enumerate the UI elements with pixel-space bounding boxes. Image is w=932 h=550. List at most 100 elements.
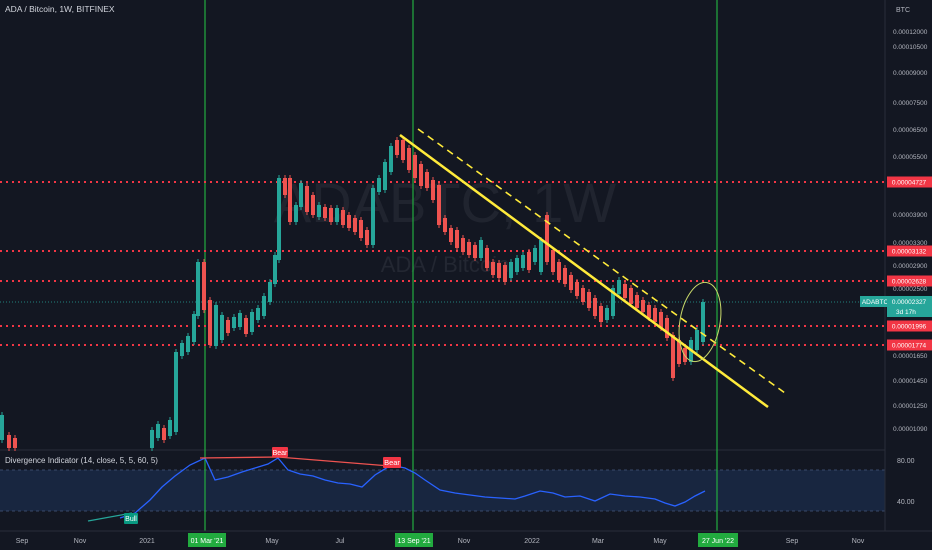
candle-body xyxy=(569,275,573,290)
candle-body xyxy=(431,180,435,200)
candle-body xyxy=(13,438,17,448)
candle-body xyxy=(647,305,651,318)
level-tags: 0.00004727 0.00003132 0.00002628 0.00001996… xyxy=(887,176,932,351)
candle-body xyxy=(329,208,333,222)
level-tag-text: 0.00004727 xyxy=(892,180,927,187)
candle-body xyxy=(575,282,579,296)
candle-body xyxy=(407,148,411,170)
candle-body xyxy=(196,262,200,316)
candle-body xyxy=(294,205,298,222)
candle-body xyxy=(226,320,230,333)
candle-body xyxy=(617,280,621,294)
candle-body xyxy=(467,242,471,255)
candle-body xyxy=(419,164,423,186)
price-tick: 0.00001090 xyxy=(893,426,928,433)
candle-body xyxy=(473,245,477,258)
bear-label-1: Bear xyxy=(272,447,288,457)
candle-body xyxy=(701,302,705,342)
svg-text:3d 17h: 3d 17h xyxy=(896,309,916,316)
price-tick: 0.00003300 xyxy=(893,240,928,247)
price-tick: 0.00010500 xyxy=(893,44,928,51)
candle-body xyxy=(653,308,657,322)
candle-body xyxy=(659,312,663,328)
price-tick: 0.00007500 xyxy=(893,100,928,107)
candle-body xyxy=(557,262,561,280)
trend-line-solid xyxy=(399,133,769,409)
candle-body xyxy=(277,178,281,260)
watermark-small: ADA / Bitcoin xyxy=(381,252,509,277)
candle-body xyxy=(323,207,327,218)
price-tick: 0.00002900 xyxy=(893,263,928,270)
candle-body xyxy=(299,183,303,207)
price-tick: 0.00001650 xyxy=(893,353,928,360)
level-tag-text: 0.00003132 xyxy=(892,249,927,256)
time-tick: Nov xyxy=(852,538,865,545)
time-tick: Jul xyxy=(336,538,345,545)
candle-body xyxy=(353,218,357,232)
candle-body xyxy=(283,178,287,195)
price-tick: 0.00009000 xyxy=(893,70,928,77)
candle-body xyxy=(232,317,236,328)
candle-body xyxy=(677,340,681,364)
candle-body xyxy=(371,188,375,245)
price-tick: 0.00012000 xyxy=(893,29,928,36)
time-tick: Nov xyxy=(458,538,471,545)
candle-body xyxy=(317,205,321,217)
candle-body xyxy=(395,140,399,155)
candle-body xyxy=(150,430,154,448)
symbol-title: ADA / Bitcoin, 1W, BITFINEX xyxy=(5,4,115,14)
candle-body xyxy=(455,230,459,248)
svg-text:13 Sep '21: 13 Sep '21 xyxy=(397,538,430,545)
candle-body xyxy=(635,295,639,308)
candle-body xyxy=(365,230,369,245)
svg-text:Bear: Bear xyxy=(273,450,288,457)
candle-body xyxy=(665,318,669,338)
candle-body xyxy=(413,155,417,178)
indicator-line xyxy=(119,457,706,519)
candle-body xyxy=(256,308,260,320)
candle-body xyxy=(389,146,393,172)
level-tag-bg xyxy=(887,275,932,287)
candle-body xyxy=(521,255,525,268)
time-tick: May xyxy=(265,538,279,545)
candle-body xyxy=(273,255,277,284)
price-tick: 0.00001450 xyxy=(893,378,928,385)
candle-body xyxy=(220,315,224,340)
svg-text:0.00002327: 0.00002327 xyxy=(892,299,927,306)
candle-body xyxy=(305,186,309,212)
time-highlight-mar21: 01 Mar '21 xyxy=(188,533,226,547)
candle-body xyxy=(335,208,339,222)
candle-body xyxy=(581,288,585,302)
candle-body xyxy=(238,313,242,327)
price-tick: 0.00005500 xyxy=(893,154,928,161)
level-tag-bg xyxy=(887,245,932,257)
candle-body xyxy=(288,178,292,222)
candle-body xyxy=(563,268,567,284)
candle-body xyxy=(174,352,178,432)
candle-body xyxy=(250,312,254,332)
candle-body xyxy=(611,288,615,316)
time-tick: Sep xyxy=(786,538,799,545)
indicator-axis-40: 40.00 xyxy=(897,499,915,506)
candle-body xyxy=(341,210,345,225)
candle-body xyxy=(593,298,597,316)
candle-body xyxy=(641,300,645,312)
svg-text:ADABTC: ADABTC xyxy=(862,299,889,306)
candle-body xyxy=(180,343,184,356)
time-tick: May xyxy=(653,538,667,545)
trend-line-dashed xyxy=(417,128,786,394)
price-tick: 0.00003900 xyxy=(893,212,928,219)
indicator-title: Divergence Indicator (14, close, 5, 5, 6… xyxy=(5,456,158,465)
candle-body xyxy=(485,248,489,268)
candle-body xyxy=(437,185,441,225)
level-tag-text: 0.00001996 xyxy=(892,324,927,331)
level-tag-text: 0.00001774 xyxy=(892,343,927,350)
svg-text:Bear: Bear xyxy=(384,458,400,467)
candle-body xyxy=(202,262,206,310)
candle-body xyxy=(497,263,501,278)
candle-body xyxy=(168,420,172,436)
price-axis[interactable] xyxy=(885,0,932,531)
candle-body xyxy=(359,220,363,238)
time-highlight-jun22: 27 Jun '22 xyxy=(698,533,738,547)
